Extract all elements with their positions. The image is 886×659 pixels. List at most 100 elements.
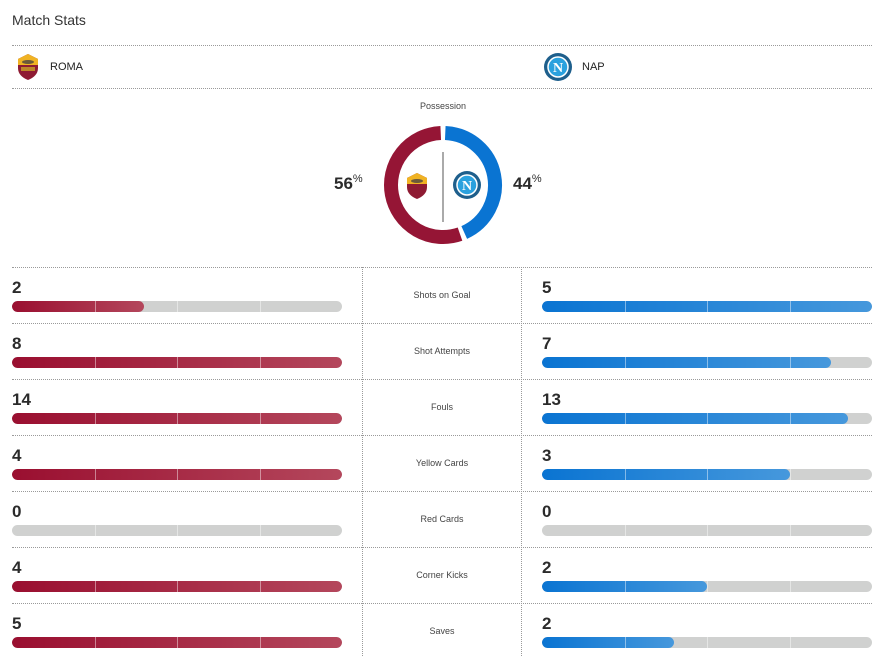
away-team: N NAP: [544, 52, 605, 82]
divider: [12, 45, 872, 46]
home-stat-value: 2: [12, 278, 22, 297]
stat-row: 4 Corner Kicks 2: [12, 547, 872, 603]
bar-tick: [707, 413, 708, 424]
bar-tick: [789, 413, 791, 424]
column-divider: [362, 267, 363, 656]
away-stat-value: 13: [542, 390, 561, 409]
bar-tick: [259, 581, 261, 592]
away-stat-value: 0: [542, 502, 552, 521]
bar-tick: [624, 357, 626, 368]
home-team-name: ROMA: [50, 61, 83, 73]
bar-tick: [177, 357, 178, 368]
bar-tick: [259, 469, 261, 480]
away-stat-bar-fill: [542, 469, 790, 480]
as-roma-crest-icon: [18, 54, 38, 80]
bar-tick: [707, 525, 708, 536]
home-stat-bar: [12, 525, 342, 536]
home-stat-value: 14: [12, 390, 31, 409]
away-stat-bar: [542, 469, 872, 480]
bar-tick: [177, 301, 178, 312]
bar-tick: [177, 525, 178, 536]
away-stat-bar-fill: [542, 357, 831, 368]
away-stat-value: 3: [542, 446, 552, 465]
bar-tick: [94, 469, 96, 480]
away-stat-bar-fill: [542, 581, 707, 592]
ssc-napoli-crest-icon: N: [544, 53, 572, 81]
bar-tick: [177, 637, 178, 648]
away-possession-arc: [444, 126, 502, 239]
bar-tick: [624, 581, 626, 592]
stat-label: Fouls: [430, 402, 453, 412]
bar-tick: [94, 637, 96, 648]
bar-tick: [259, 413, 261, 424]
stat-label: Red Cards: [420, 514, 464, 524]
home-stat-bar-fill: [12, 413, 342, 424]
bar-tick: [177, 469, 178, 480]
bar-tick: [707, 637, 708, 648]
column-divider: [521, 267, 522, 656]
bar-tick: [789, 469, 791, 480]
possession-donut: N: [384, 126, 502, 244]
svg-text:N: N: [553, 61, 563, 76]
bar-tick: [624, 525, 626, 536]
bar-tick: [94, 525, 96, 536]
bar-tick: [624, 413, 626, 424]
away-stat-value: 5: [542, 278, 552, 297]
bar-tick: [259, 525, 261, 536]
home-stat-value: 5: [12, 614, 22, 633]
stat-row: 2 Shots on Goal 5: [12, 267, 872, 323]
home-stat-value: 0: [12, 502, 22, 521]
bar-tick: [177, 413, 178, 424]
stat-label: Saves: [429, 626, 455, 636]
home-possession-arc: [384, 126, 463, 244]
stats-table: 2 Shots on Goal 5 8 Shot Attempts 7 14 Fouls 13 4…: [12, 267, 872, 659]
bar-tick: [707, 301, 708, 312]
bar-tick: [789, 525, 791, 536]
home-stat-bar-fill: [12, 581, 342, 592]
away-stat-value: 2: [542, 614, 552, 633]
away-stat-value: 7: [542, 334, 552, 353]
ssc-napoli-crest-icon: N: [453, 171, 481, 199]
away-stat-bar: [542, 413, 872, 424]
away-team-name: NAP: [582, 61, 605, 73]
home-stat-bar: [12, 469, 342, 480]
bar-tick: [789, 637, 791, 648]
stat-row: 5 Saves 2: [12, 603, 872, 659]
home-stat-value: 4: [12, 558, 22, 577]
bar-tick: [789, 581, 791, 592]
away-stat-bar: [542, 637, 872, 648]
away-stat-value: 2: [542, 558, 552, 577]
bar-tick: [94, 301, 96, 312]
bar-tick: [707, 469, 708, 480]
away-stat-bar-fill: [542, 637, 674, 648]
away-possession: 44%: [513, 173, 542, 193]
bar-tick: [259, 637, 261, 648]
divider: [12, 88, 872, 89]
home-stat-bar-fill: [12, 357, 342, 368]
stat-label: Shots on Goal: [413, 290, 471, 300]
away-stat-bar: [542, 357, 872, 368]
svg-text:N: N: [462, 179, 472, 194]
home-stat-value: 4: [12, 446, 22, 465]
bar-tick: [789, 301, 791, 312]
bar-tick: [94, 357, 96, 368]
home-stat-bar: [12, 301, 342, 312]
stat-label: Shot Attempts: [413, 346, 471, 356]
home-stat-value: 8: [12, 334, 22, 353]
possession-label: Possession: [419, 101, 467, 111]
bar-tick: [707, 581, 708, 592]
home-stat-bar: [12, 413, 342, 424]
home-stat-bar-fill: [12, 469, 342, 480]
home-stat-bar-fill: [12, 637, 342, 648]
bar-tick: [624, 301, 626, 312]
stat-row: 4 Yellow Cards 3: [12, 435, 872, 491]
bar-tick: [789, 357, 791, 368]
bar-tick: [707, 357, 708, 368]
bar-tick: [259, 357, 261, 368]
away-stat-bar: [542, 301, 872, 312]
home-stat-bar: [12, 581, 342, 592]
stat-row: 0 Red Cards 0: [12, 491, 872, 547]
home-stat-bar: [12, 637, 342, 648]
away-stat-bar: [542, 581, 872, 592]
stat-label: Yellow Cards: [415, 458, 469, 468]
